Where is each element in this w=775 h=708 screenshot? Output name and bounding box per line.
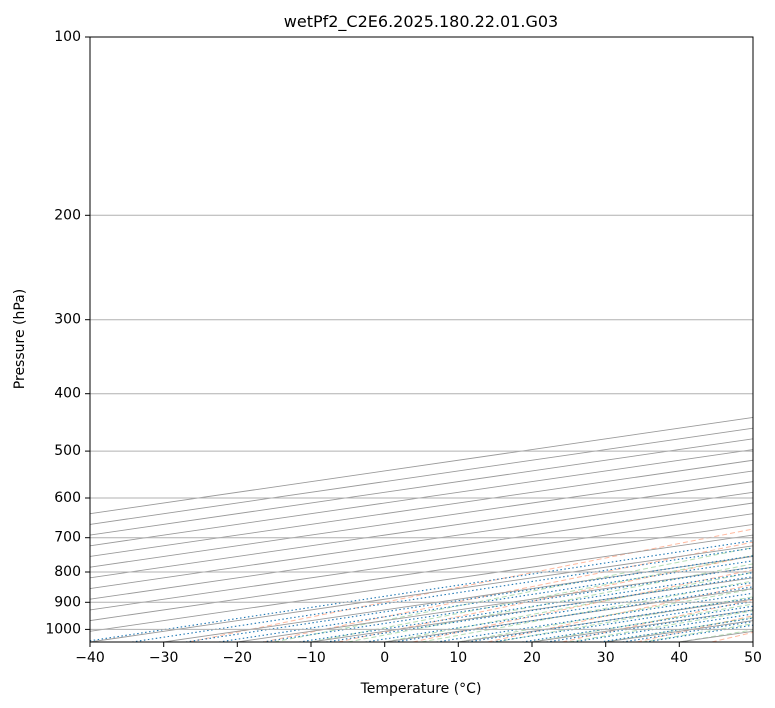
- isotherm-line: [752, 641, 753, 642]
- y-tick-label: 100: [54, 29, 81, 45]
- isotherm-line: [90, 449, 753, 547]
- mixing-ratio-line: [131, 547, 753, 642]
- plot-background: [90, 37, 753, 642]
- mixing-ratio-line: [436, 592, 753, 642]
- x-tick-label: 40: [670, 650, 688, 666]
- plot-frame: [89, 36, 754, 643]
- x-tick-label: 10: [449, 650, 467, 666]
- isotherm-line: [90, 459, 753, 557]
- dry-adiabat: [562, 599, 753, 642]
- y-tick-label: 500: [54, 443, 81, 459]
- moist-adiabat: [421, 580, 753, 642]
- x-tick-label: −40: [75, 650, 105, 666]
- y-tick-label: 300: [54, 312, 81, 328]
- isotherm-line: [90, 513, 753, 611]
- x-tick-label: 30: [597, 650, 615, 666]
- isotherm-line: [90, 481, 753, 579]
- moist-adiabat: [458, 588, 753, 642]
- mixing-ratio-line: [185, 555, 753, 642]
- y-tick-label: 200: [54, 207, 81, 223]
- chart-title: wetPf2_C2E6.2025.180.22.01.G03: [284, 12, 558, 32]
- y-axis: 100 200 300 400 500 600 700 800 900 1000: [45, 29, 90, 637]
- x-axis: −40 −30 −20 −10 0 10 20 30 40 50: [75, 642, 762, 666]
- mixing-ratio-line: [394, 586, 753, 642]
- y-tick-label: 800: [54, 564, 81, 580]
- dry-adiabat: [188, 528, 753, 642]
- isotherm-line: [90, 534, 753, 632]
- background-lines: [90, 417, 753, 642]
- x-tick-label: 50: [744, 650, 762, 666]
- isotherm-line: [90, 491, 753, 589]
- mixing-ratio-line: [90, 540, 753, 642]
- y-tick-label: 600: [54, 490, 81, 506]
- isotherm-line: [90, 502, 753, 600]
- x-tick-label: −20: [223, 650, 253, 666]
- y-axis-label: Pressure (hPa): [12, 289, 28, 389]
- moist-adiabat: [347, 563, 753, 642]
- y-tick-label: 1000: [45, 621, 81, 637]
- x-tick-label: −10: [296, 650, 326, 666]
- moist-adiabat: [310, 554, 753, 642]
- isotherm-line: [90, 470, 753, 568]
- y-tick-label: 900: [54, 594, 81, 610]
- x-tick-label: 0: [380, 650, 389, 666]
- x-tick-label: 20: [523, 650, 541, 666]
- dry-adiabat: [412, 569, 753, 642]
- pressure-grid: [90, 37, 753, 630]
- y-tick-label: 400: [54, 386, 81, 402]
- isotherm-line: [90, 523, 753, 622]
- x-tick-label: −30: [149, 650, 179, 666]
- mixing-ratio-line: [467, 597, 753, 642]
- x-axis-label: Temperature (°C): [360, 681, 482, 697]
- dry-adiabat: [338, 555, 753, 642]
- y-tick-label: 700: [54, 530, 81, 546]
- mixing-ratio-line: [492, 601, 753, 642]
